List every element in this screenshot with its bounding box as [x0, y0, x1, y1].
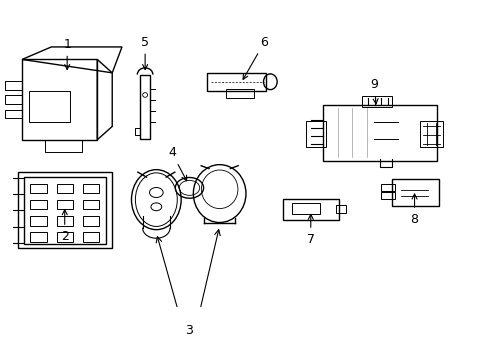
Text: 5: 5 [141, 36, 149, 69]
Text: 4: 4 [168, 146, 187, 181]
Text: 1: 1 [63, 38, 71, 69]
Text: 3: 3 [185, 324, 193, 337]
Text: 9: 9 [370, 78, 378, 104]
Text: 7: 7 [307, 215, 315, 246]
Text: 6: 6 [243, 36, 269, 79]
Text: 8: 8 [411, 194, 418, 226]
Text: 2: 2 [61, 210, 69, 243]
